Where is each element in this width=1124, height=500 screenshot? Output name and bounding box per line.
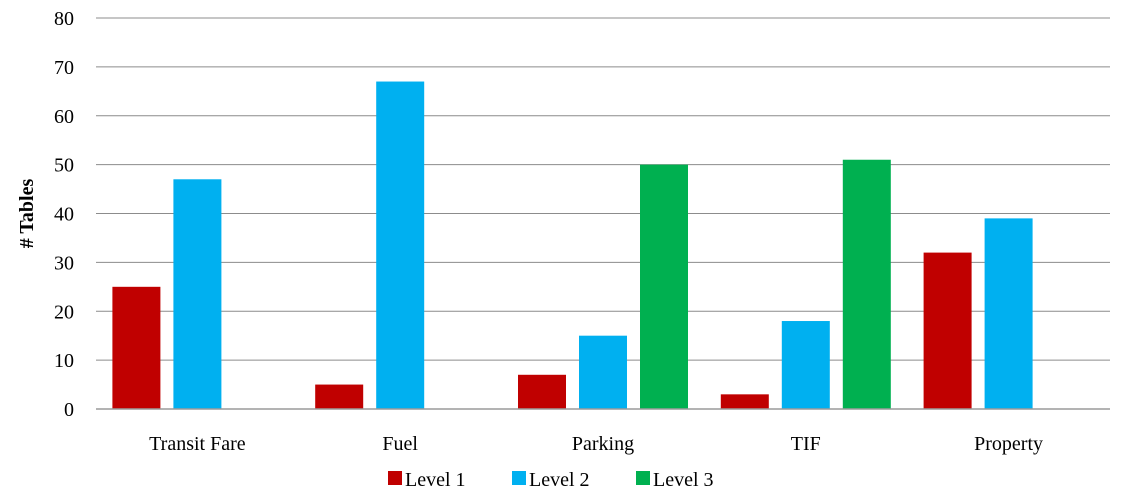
legend-item-level-3: Level 3 [636,469,714,491]
y-tick-label: 20 [54,301,74,323]
y-tick-label: 70 [54,57,74,79]
x-axis-categories: Transit Fare Fuel Parking TIF Property [149,433,1043,455]
x-category-label: TIF [791,433,821,455]
y-tick-label: 30 [54,252,74,274]
y-tick-label: 0 [64,399,74,421]
bar-level-2-property [984,218,1033,409]
bar-level-1-fuel [315,384,364,409]
bars [112,81,1033,409]
legend-swatch [388,471,402,485]
legend-swatch [636,471,650,485]
legend-label: Level 3 [653,469,714,491]
y-axis-ticks: 0 10 20 30 40 50 60 70 80 [54,8,74,421]
bar-level-2-transit-fare [173,179,222,409]
y-tick-label: 60 [54,106,74,128]
legend-label: Level 1 [405,469,466,491]
legend-item-level-2: Level 2 [512,469,590,491]
bar-level-3-tif [842,159,891,409]
y-tick-label: 80 [54,8,74,30]
legend-swatch [512,471,526,485]
bar-level-1-parking [518,374,566,409]
y-axis-label: # Tables [16,179,38,249]
x-category-label: Property [974,433,1043,455]
gridlines [96,17,1110,361]
x-category-label: Parking [572,433,634,455]
bar-level-2-tif [781,321,830,409]
legend-label: Level 2 [529,469,590,491]
y-tick-label: 40 [54,204,74,226]
x-category-label: Transit Fare [149,433,246,455]
y-tick-label: 10 [54,350,74,372]
legend-item-level-1: Level 1 [388,469,466,491]
bar-level-1-property [923,252,972,409]
bar-level-2-parking [579,335,627,409]
bar-level-2-fuel [376,81,425,409]
bar-level-1-tif [720,394,769,409]
bar-level-3-parking [640,164,688,409]
bar-level-1-transit-fare [112,286,161,409]
x-category-label: Fuel [382,433,418,455]
legend: Level 1 Level 2 Level 3 [388,469,714,491]
y-tick-label: 50 [54,155,74,177]
